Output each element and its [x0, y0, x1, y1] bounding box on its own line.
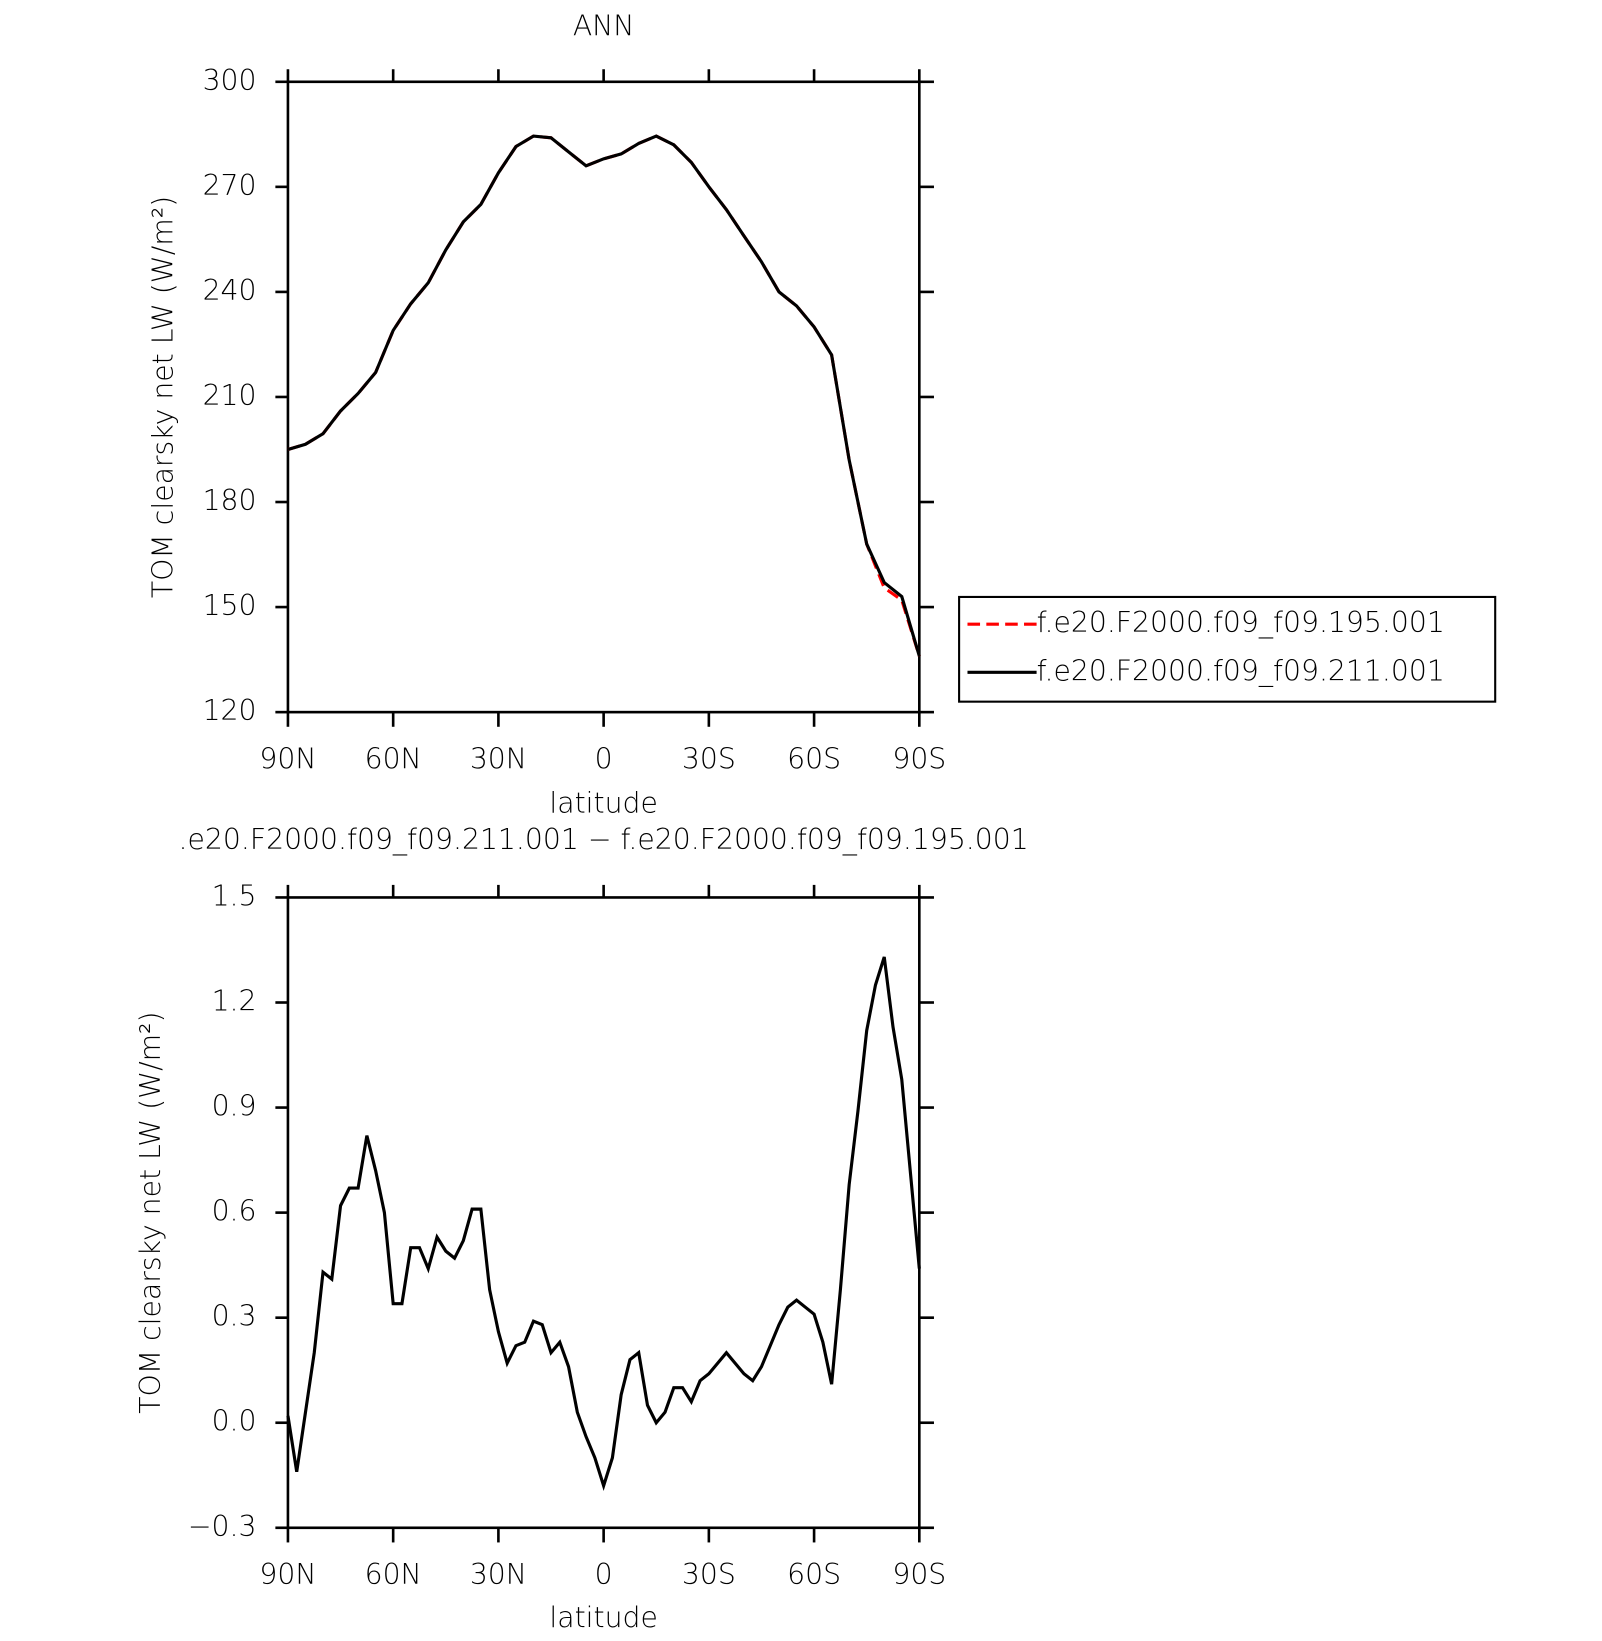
legend-label: f.e20.F2000.f09_f09.211.001 [1037, 654, 1445, 688]
plot-frame [286, 896, 921, 1530]
x-tick-label: 30N [470, 1558, 527, 1591]
x-tick-label: 90N [259, 742, 316, 775]
x-tick-label: 0 [595, 1558, 613, 1591]
data-line [286, 956, 921, 1492]
y-tick-label: 210 [203, 379, 257, 412]
y-tick-label: 150 [203, 589, 257, 622]
y-axis-label: TOM clearsky net LW (W/m²) [146, 196, 179, 598]
y-tick-label: 0.0 [212, 1405, 257, 1438]
y-tick-label: 1.5 [212, 879, 257, 912]
chart-title: .e20.F2000.f09_f09.211.001 − f.e20.F2000… [179, 823, 1029, 857]
y-tick-label: 0.9 [212, 1090, 257, 1123]
x-axis-label: latitude [549, 1601, 657, 1634]
y-tick-label: 300 [203, 64, 257, 97]
x-tick-label: 60S [787, 1558, 841, 1591]
x-axis-label: latitude [549, 786, 657, 819]
y-tick-label: 120 [203, 694, 257, 727]
y-tick-label: 180 [203, 484, 257, 517]
x-tick-label: 90N [259, 1558, 316, 1591]
y-tick-label: 0.6 [212, 1195, 257, 1228]
y-tick-label: 270 [203, 169, 257, 202]
data-line [287, 134, 921, 657]
x-tick-label: 90S [892, 1558, 946, 1591]
y-tick-label: −0.3 [188, 1510, 257, 1543]
legend-label: f.e20.F2000.f09_f09.195.001 [1037, 606, 1445, 640]
x-tick-label: 30N [470, 742, 527, 775]
x-tick-label: 30S [682, 742, 736, 775]
y-tick-label: 1.2 [212, 985, 257, 1018]
y-axis-label: TOM clearsky net LW (W/m²) [134, 1011, 167, 1413]
legend-box [958, 595, 1497, 703]
x-tick-label: 60S [787, 742, 841, 775]
plot-frame [286, 80, 921, 714]
x-tick-label: 0 [595, 742, 613, 775]
chart-title: ANN [573, 9, 635, 42]
x-tick-label: 30S [682, 1558, 736, 1591]
x-tick-label: 60N [365, 742, 422, 775]
data-line [287, 134, 921, 657]
x-tick-label: 90S [892, 742, 946, 775]
y-tick-label: 0.3 [212, 1300, 257, 1333]
x-tick-label: 60N [365, 1558, 422, 1591]
y-tick-label: 240 [203, 274, 257, 307]
